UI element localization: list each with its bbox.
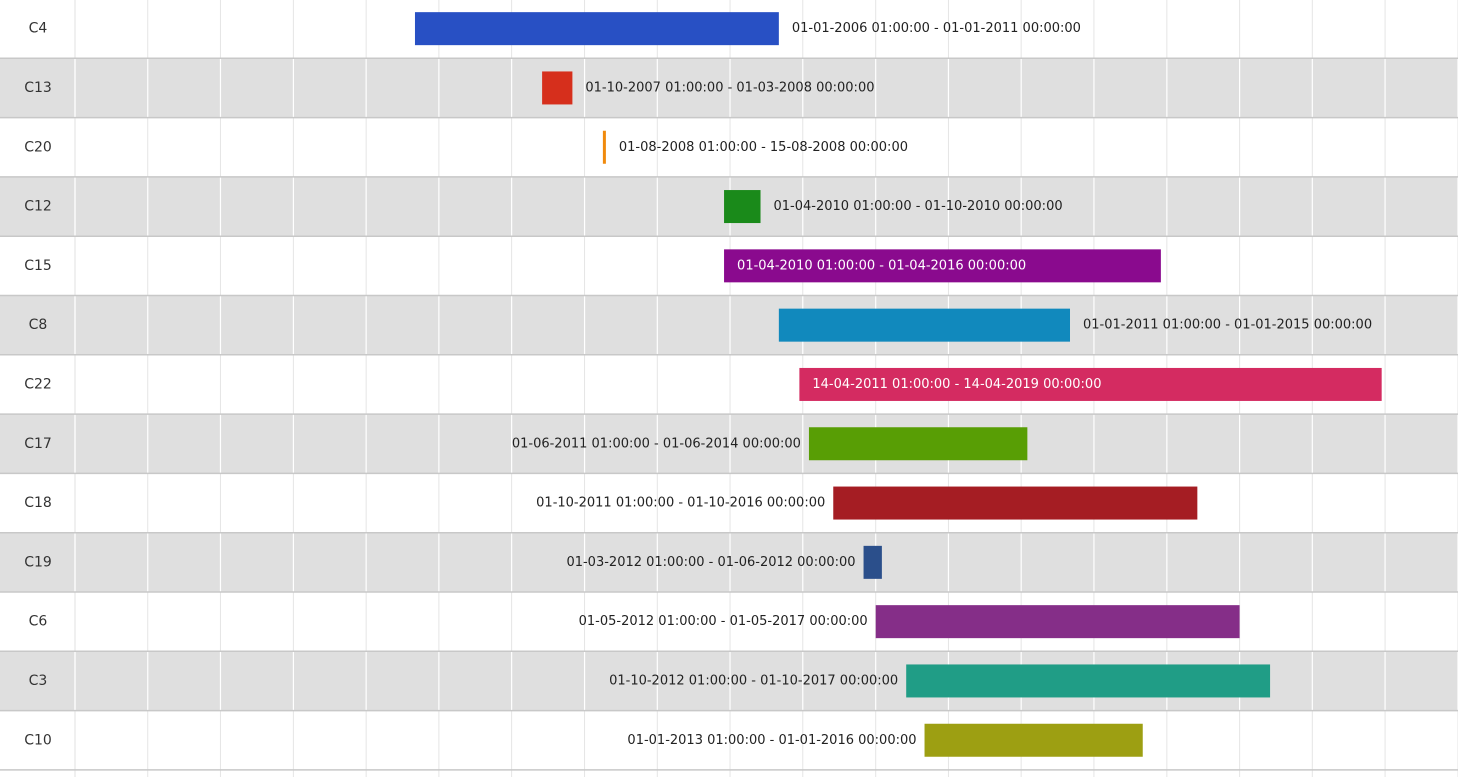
row-label-c20: C20 bbox=[24, 139, 52, 155]
row-background-alt bbox=[0, 58, 1458, 118]
row-background bbox=[0, 473, 1458, 533]
timeline-bar-c15[interactable] bbox=[724, 249, 1161, 283]
row-label-c8: C8 bbox=[29, 317, 48, 333]
timeline-bar-c13[interactable] bbox=[542, 71, 573, 105]
row-background-alt bbox=[0, 532, 1458, 592]
row-label-c22: C22 bbox=[24, 376, 52, 392]
bar-label-c22: 14-04-2011 01:00:00 - 14-04-2019 00:00:0… bbox=[812, 377, 1101, 392]
row-label-c17: C17 bbox=[24, 436, 52, 452]
timeline-bar-c18[interactable] bbox=[833, 486, 1198, 520]
timeline-bars bbox=[414, 12, 1382, 757]
timeline-bar-c8[interactable] bbox=[778, 308, 1071, 342]
bar-label-c6: 01-05-2012 01:00:00 - 01-05-2017 00:00:0… bbox=[579, 614, 868, 629]
bar-label-c15: 01-04-2010 01:00:00 - 01-04-2016 00:00:0… bbox=[737, 258, 1026, 273]
row-label-c3: C3 bbox=[29, 673, 48, 689]
bar-label-c20: 01-08-2008 01:00:00 - 15-08-2008 00:00:0… bbox=[619, 140, 908, 155]
bar-label-c17: 01-06-2011 01:00:00 - 01-06-2014 00:00:0… bbox=[512, 436, 801, 451]
timeline-bar-c6[interactable] bbox=[875, 605, 1240, 639]
bar-label-c19: 01-03-2012 01:00:00 - 01-06-2012 00:00:0… bbox=[566, 555, 855, 570]
row-label-c13: C13 bbox=[24, 80, 52, 96]
row-label-c18: C18 bbox=[24, 495, 52, 511]
bar-label-c12: 01-04-2010 01:00:00 - 01-10-2010 00:00:0… bbox=[774, 199, 1063, 214]
bar-label-c13: 01-10-2007 01:00:00 - 01-03-2008 00:00:0… bbox=[585, 80, 874, 95]
row-label-c6: C6 bbox=[29, 614, 48, 630]
row-background-alt bbox=[0, 295, 1458, 355]
timeline-bar-c3[interactable] bbox=[906, 664, 1271, 698]
bar-label-c18: 01-10-2011 01:00:00 - 01-10-2016 00:00:0… bbox=[536, 496, 825, 511]
timeline-bar-c4[interactable] bbox=[414, 12, 779, 46]
row-background bbox=[0, 710, 1458, 770]
timeline-bar-c17[interactable] bbox=[808, 427, 1028, 461]
timeline-bar-c22[interactable] bbox=[799, 367, 1382, 401]
row-background bbox=[0, 117, 1458, 177]
bar-label-c8: 01-01-2011 01:00:00 - 01-01-2015 00:00:0… bbox=[1083, 318, 1372, 333]
row-separators bbox=[0, 57, 1458, 771]
row-labels: C4 01-01-2006 01:00:00 - 01-01-2011 00:00… bbox=[24, 21, 1372, 749]
timeline-bar-c19[interactable] bbox=[863, 545, 882, 579]
timeline-bar-c12[interactable] bbox=[724, 190, 761, 224]
row-label-c15: C15 bbox=[24, 258, 52, 274]
timeline-bar-c10[interactable] bbox=[924, 723, 1143, 757]
bar-label-c4: 01-01-2006 01:00:00 - 01-01-2011 00:00:0… bbox=[792, 21, 1081, 36]
row-label-c19: C19 bbox=[24, 554, 52, 570]
row-label-c10: C10 bbox=[24, 732, 52, 748]
row-label-c12: C12 bbox=[24, 199, 52, 215]
timeline-bar-c20[interactable] bbox=[602, 130, 606, 164]
bar-label-c3: 01-10-2012 01:00:00 - 01-10-2017 00:00:0… bbox=[609, 673, 898, 688]
row-label-c4: C4 bbox=[29, 21, 48, 37]
bar-label-c10: 01-01-2013 01:00:00 - 01-01-2016 00:00:0… bbox=[627, 733, 916, 748]
row-background-alt bbox=[0, 414, 1458, 474]
